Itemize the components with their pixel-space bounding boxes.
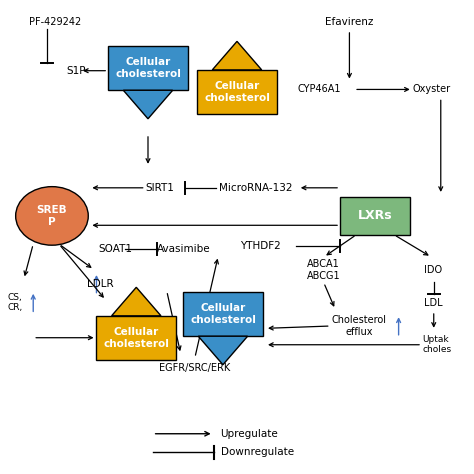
Text: SIRT1: SIRT1 [145, 183, 174, 193]
Text: ABCA1
ABCG1: ABCA1 ABCG1 [307, 259, 340, 281]
Text: Cellular
cholesterol: Cellular cholesterol [115, 57, 181, 79]
Text: Cholesterol
efflux: Cholesterol efflux [331, 315, 386, 337]
Text: LXRs: LXRs [358, 210, 392, 222]
Text: CS,
CR,: CS, CR, [8, 293, 23, 312]
Text: CYP46A1: CYP46A1 [298, 84, 341, 94]
FancyBboxPatch shape [183, 292, 263, 336]
FancyBboxPatch shape [97, 316, 176, 360]
Text: IDO: IDO [424, 265, 443, 275]
Text: PF-429242: PF-429242 [28, 17, 81, 27]
Polygon shape [123, 90, 173, 119]
FancyBboxPatch shape [108, 46, 188, 90]
Text: S1P: S1P [66, 66, 85, 76]
Text: SOAT1: SOAT1 [99, 244, 133, 254]
Text: Avasimibe: Avasimibe [157, 244, 211, 254]
Text: EGFR/SRC/ERK: EGFR/SRC/ERK [159, 363, 230, 373]
Text: Cellular
cholesterol: Cellular cholesterol [190, 303, 256, 325]
Text: LDL: LDL [424, 298, 443, 308]
Ellipse shape [16, 187, 88, 245]
Text: Oxyster: Oxyster [413, 84, 451, 94]
Polygon shape [111, 287, 161, 316]
FancyBboxPatch shape [340, 197, 410, 235]
Text: Downregulate: Downregulate [220, 447, 294, 457]
Text: Efavirenz: Efavirenz [325, 17, 374, 27]
Text: Uptak
choles: Uptak choles [422, 335, 451, 355]
Text: MicroRNA-132: MicroRNA-132 [219, 183, 292, 193]
Polygon shape [212, 41, 262, 70]
Text: SREB
P: SREB P [36, 205, 67, 227]
Text: LDLR: LDLR [87, 279, 114, 289]
Text: Cellular
cholesterol: Cellular cholesterol [103, 327, 169, 349]
Polygon shape [198, 336, 247, 365]
Text: Cellular
cholesterol: Cellular cholesterol [204, 81, 270, 103]
Text: Upregulate: Upregulate [220, 429, 278, 439]
FancyBboxPatch shape [197, 70, 277, 114]
Text: YTHDF2: YTHDF2 [240, 241, 281, 251]
